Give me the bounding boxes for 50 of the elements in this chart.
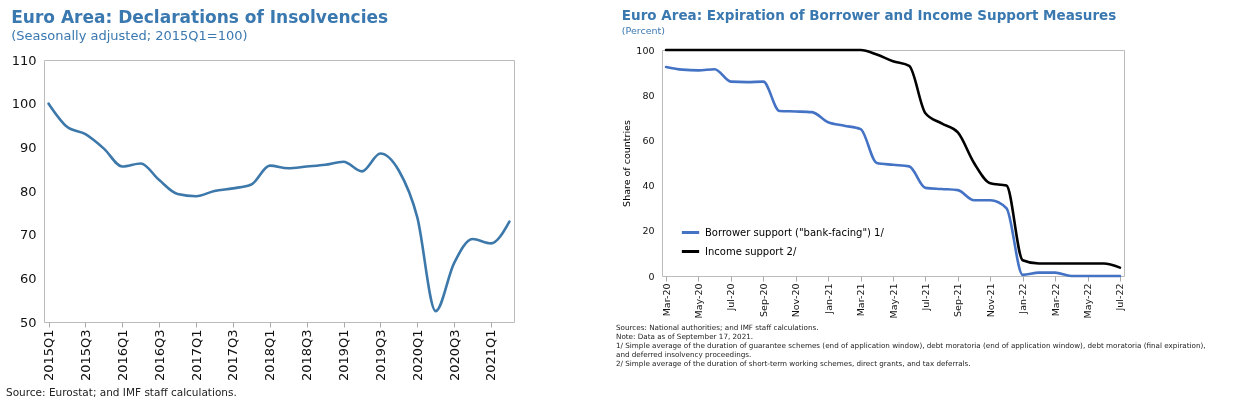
x-tick-label: Mar-22: [1049, 283, 1061, 317]
x-tick-label: 2021Q1: [483, 329, 499, 382]
x-tick-label: Sep-21: [952, 283, 964, 317]
y-axis-title: Share of countries: [621, 120, 633, 207]
y-tick-label: 70: [19, 227, 37, 243]
legend-label: Income support 2/: [705, 245, 797, 257]
x-tick-label: Nov-20: [790, 283, 802, 318]
y-tick-label: 40: [642, 180, 655, 192]
chart-title: Euro Area: Expiration of Borrower and Income Support Measures: [621, 7, 1117, 23]
x-tick-label: 2019Q1: [336, 329, 352, 382]
x-tick-label: Mar-20: [660, 283, 672, 317]
y-tick-label: 0: [648, 270, 655, 282]
x-tick-label: 2016Q1: [114, 329, 130, 382]
x-tick-label: 2020Q1: [409, 329, 425, 382]
x-tick-label: May-22: [1082, 283, 1094, 319]
chart-title: Euro Area: Declarations of Insolvencies: [11, 7, 389, 27]
x-tick-label: 2020Q3: [446, 329, 462, 382]
x-tick-label: 2018Q1: [262, 329, 278, 382]
x-tick-label: Jul-20: [725, 283, 737, 312]
x-tick-label: Jan-21: [822, 283, 834, 315]
y-tick-label: 90: [19, 139, 37, 155]
y-tick-label: 80: [642, 89, 655, 101]
y-tick-label: 60: [19, 270, 37, 286]
y-tick-label: 50: [19, 314, 37, 330]
x-tick-label: 2017Q1: [188, 329, 204, 382]
x-tick-label: Sep-20: [757, 283, 769, 317]
x-tick-label: 2016Q3: [151, 329, 167, 382]
x-tick-label: May-20: [692, 283, 704, 319]
x-tick-label: Nov-21: [984, 283, 996, 318]
x-tick-label: Jan-22: [1017, 283, 1029, 315]
y-tick-label: 80: [19, 183, 37, 199]
y-tick-label: 60: [642, 134, 655, 146]
x-tick-label: 2018Q3: [299, 329, 315, 382]
legend-label: Borrower support ("bank-facing") 1/: [705, 226, 885, 238]
y-tick-label: 20: [642, 225, 655, 237]
x-tick-label: Jul-21: [919, 283, 931, 312]
chart-subtitle: (Percent): [621, 24, 666, 36]
x-tick-label: 2017Q3: [225, 329, 241, 382]
x-tick-label: Jul-22: [1114, 283, 1126, 312]
y-tick-label: 100: [636, 44, 655, 56]
source-note: Source: Eurostat; and IMF staff calculations.: [6, 386, 238, 400]
y-tick-label: 110: [11, 52, 37, 68]
x-tick-label: 2015Q1: [41, 329, 57, 382]
line-series: [47, 102, 511, 313]
x-tick-label: Mar-21: [855, 283, 867, 317]
chart-subtitle: (Seasonally adjusted; 2015Q1=100): [11, 28, 248, 43]
y-tick-label: 100: [11, 96, 37, 112]
x-tick-label: 2015Q3: [77, 329, 93, 382]
x-tick-label: May-21: [887, 283, 899, 319]
x-tick-label: 2019Q3: [372, 329, 388, 382]
